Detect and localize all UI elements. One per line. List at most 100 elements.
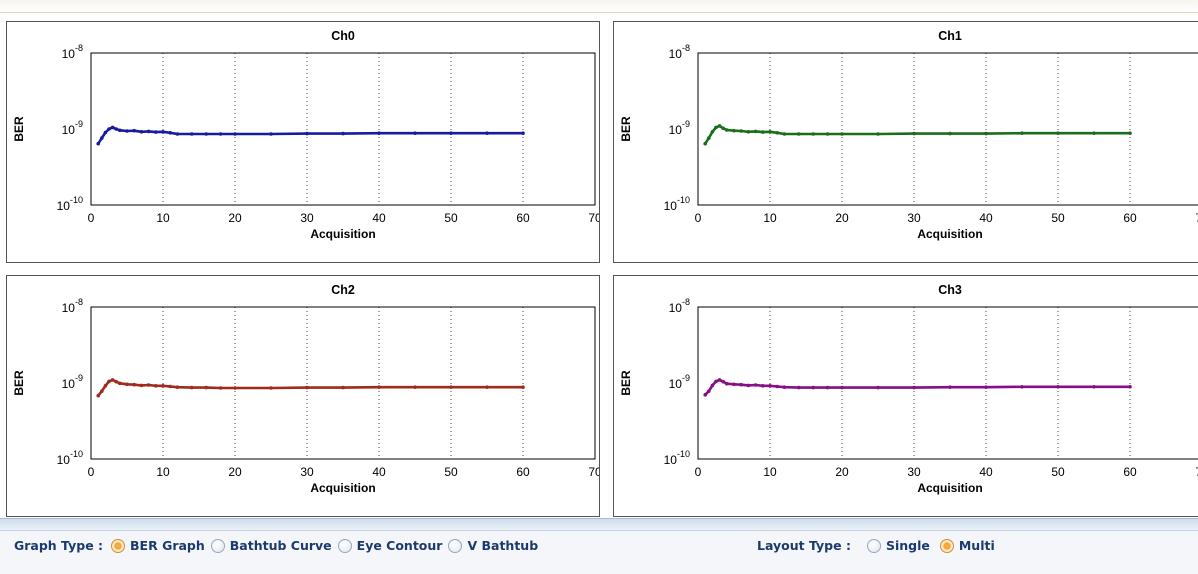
data-point (746, 130, 751, 134)
data-point (146, 383, 151, 387)
x-tick-label: 50 (444, 465, 458, 479)
data-point (139, 383, 144, 388)
data-point (175, 385, 180, 389)
x-tick-label: 40 (372, 465, 386, 479)
y-tick-label: 10-10 (664, 195, 690, 213)
data-point (125, 382, 129, 387)
x-tick-label: 60 (516, 465, 530, 479)
data-point (768, 130, 772, 134)
y-tick-exponent: -9 (682, 119, 690, 129)
chart-panel-ch3: Ch301020304050607010-810-910-10Acquisiti… (613, 275, 1198, 517)
radio-button-icon[interactable] (210, 538, 225, 553)
series-line (703, 124, 1132, 145)
x-tick-label: 0 (88, 211, 95, 225)
data-point (110, 378, 115, 382)
toolbar-strip (0, 530, 1198, 574)
data-point (118, 128, 122, 133)
y-tick-exponent: -8 (682, 297, 690, 307)
data-point (797, 385, 801, 390)
x-tick-label: 10 (763, 465, 777, 479)
data-point (161, 130, 165, 134)
x-tick-label: 0 (88, 465, 95, 479)
data-point (110, 125, 115, 130)
data-point (413, 385, 417, 389)
radio-button-icon[interactable] (337, 538, 352, 553)
data-point (876, 385, 880, 390)
y-tick-exponent: -10 (677, 195, 690, 205)
x-tick-label: 20 (228, 211, 242, 225)
x-tick-label: 20 (835, 465, 849, 479)
y-tick-label: 10-9 (669, 119, 690, 137)
data-point (377, 131, 381, 135)
y-tick-base: 10 (57, 453, 71, 467)
chart-title: Ch2 (331, 283, 355, 297)
y-tick-label: 10-8 (669, 43, 690, 61)
data-point (1092, 131, 1096, 135)
data-point (341, 131, 345, 136)
data-point (775, 384, 779, 389)
y-tick-label: 10-10 (57, 195, 83, 213)
data-point (811, 385, 815, 390)
radio-bathtub-curve-label: Bathtub Curve (229, 538, 332, 553)
chart-ch3: Ch301020304050607010-810-910-10Acquisiti… (619, 283, 1198, 495)
data-point (521, 131, 525, 135)
data-point (721, 126, 725, 131)
data-point (876, 132, 880, 136)
y-tick-label: 10-9 (62, 119, 83, 137)
data-point (710, 383, 715, 388)
data-point (753, 129, 758, 134)
x-axis-label: Acquisition (310, 481, 375, 495)
data-point (204, 132, 208, 136)
radio-eye-contour[interactable]: Eye Contour (337, 538, 442, 553)
x-tick-label: 0 (695, 465, 702, 479)
data-point (703, 393, 707, 397)
radio-multi[interactable]: Multi (939, 538, 995, 553)
x-tick-label: 30 (907, 211, 921, 225)
graph-type-label: Graph Type : (14, 538, 104, 553)
plot-area (697, 52, 1198, 206)
y-tick-base: 10 (669, 123, 683, 137)
radio-button-icon[interactable] (448, 538, 463, 553)
radio-ber-graph[interactable]: BER Graph (111, 538, 205, 553)
data-point (218, 132, 223, 136)
plot-area (90, 52, 596, 206)
plot-area (697, 306, 1198, 460)
radio-multi-label: Multi (958, 538, 995, 553)
data-point (485, 131, 489, 135)
data-point (725, 128, 729, 132)
x-tick-label: 50 (1051, 211, 1065, 225)
radio-button-icon[interactable] (866, 538, 881, 553)
y-tick-base: 10 (62, 123, 76, 137)
data-point (1056, 131, 1060, 135)
data-point (714, 379, 718, 384)
top-edge (0, 0, 1198, 13)
y-tick-base: 10 (62, 301, 76, 315)
radio-button-icon[interactable] (939, 538, 954, 553)
y-tick-base: 10 (669, 301, 683, 315)
data-point (168, 131, 172, 135)
y-tick-exponent: -8 (75, 43, 83, 53)
data-point (305, 131, 309, 136)
y-tick-exponent: -9 (75, 119, 83, 129)
x-tick-label: 30 (907, 465, 921, 479)
y-tick-label: 10-8 (669, 297, 690, 315)
radio-button-icon[interactable] (111, 538, 126, 553)
data-point (717, 124, 722, 128)
data-point (721, 379, 725, 384)
radio-bathtub-curve[interactable]: Bathtub Curve (210, 538, 332, 553)
radio-v-bathtub[interactable]: V Bathtub (448, 538, 538, 553)
data-point (103, 384, 108, 388)
data-point (739, 382, 743, 387)
x-tick-label: 30 (300, 465, 314, 479)
chart-title: Ch3 (938, 283, 962, 297)
y-tick-exponent: -9 (75, 373, 83, 383)
y-tick-label: 10-9 (669, 373, 690, 391)
data-point (797, 132, 801, 136)
data-point (984, 385, 988, 389)
data-point (825, 385, 830, 390)
data-point (703, 141, 707, 146)
y-tick-exponent: -10 (70, 195, 83, 205)
chart-panel-ch2: Ch2 0 10 20 30 40 50 60 70 10-8 10-9 10-10 Acquisiti… (6, 275, 600, 517)
radio-single[interactable]: Single (866, 538, 930, 553)
data-point (948, 131, 952, 136)
